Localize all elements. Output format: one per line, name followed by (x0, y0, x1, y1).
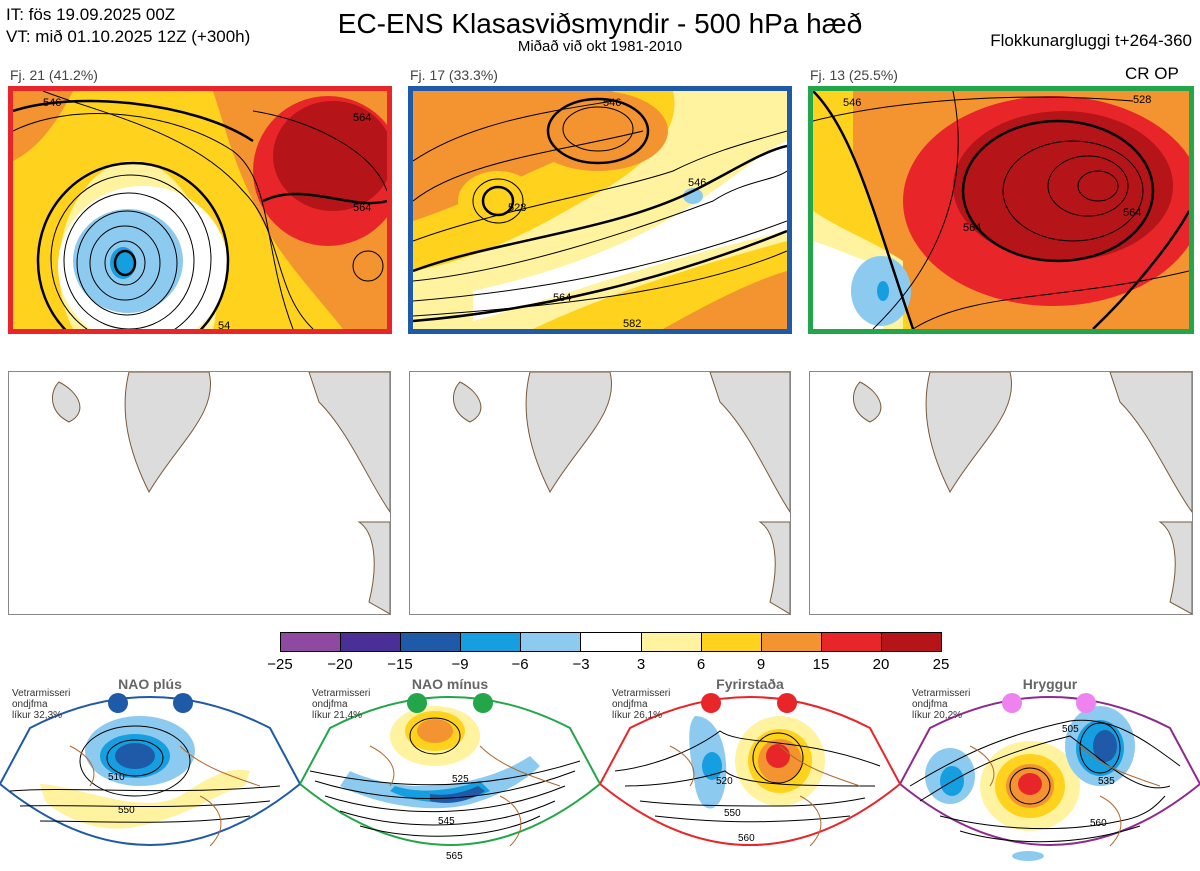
colorbar-segment (521, 633, 582, 651)
regime-4-contour-label: 535 (1098, 776, 1115, 787)
colorbar-segment (881, 633, 942, 651)
cluster-2-contour-label: 564 (553, 292, 571, 304)
base-map-2 (409, 371, 791, 615)
regime-1-contour-label: 510 (108, 772, 125, 783)
colorbar-segment (461, 633, 522, 651)
cluster-1-contour-label: 564 (353, 112, 371, 124)
regime-2-contour-label: 565 (446, 851, 463, 862)
cluster-3-contour-label: 528 (1133, 94, 1151, 106)
regime-3-contour-label: 550 (724, 808, 741, 819)
cluster-2-contour-label: 582 (623, 318, 641, 329)
regime-nao-minus: 525 545 565 NAO mínus Vetrarmisseri ondj… (300, 676, 600, 871)
cluster-1-contour-label: 564 (353, 202, 371, 214)
regime-1-contour-label: 550 (118, 805, 135, 816)
colorbar-segment (341, 633, 402, 651)
cluster-2-contour-label: 528 (508, 202, 526, 214)
cluster-3-contour-label: 564 (1123, 207, 1141, 219)
colorbar-tick: −3 (572, 656, 590, 673)
regime-4-name: Hryggur (1022, 676, 1078, 692)
cluster-1-label: Fj. 21 (41.2%) (10, 67, 98, 83)
colorbar-tick: −20 (327, 656, 353, 673)
cluster-3-label: Fj. 13 (25.5%) (810, 67, 898, 83)
colorbar-tick: 9 (756, 656, 766, 673)
cr-op-label: CR OP (1125, 64, 1179, 83)
regime-1-note: Vetrarmisseri ondjfma líkur 32,3% (12, 688, 71, 721)
header-info: IT: fös 19.09.2025 00Z VT: mið 01.10.202… (6, 4, 250, 48)
valid-time: VT: mið 01.10.2025 12Z (+300h) (6, 27, 251, 46)
cluster-1-contour-label: 54 (218, 320, 230, 329)
classification-window: Flokkunargluggi t+264-360 (990, 31, 1192, 50)
regime-3-note: Vetrarmisseri ondjfma líkur 26,1% (612, 688, 671, 721)
regime-4-contour-label: 505 (1062, 724, 1079, 735)
cluster-2-map: 546 528 546 564 582 (408, 86, 792, 334)
base-map-3 (809, 371, 1193, 615)
cluster-2-contour-label: 546 (603, 97, 621, 109)
colorbar-tick: 15 (812, 656, 830, 673)
cluster-1-contour-label: 546 (43, 97, 61, 109)
colorbar-segment (761, 633, 822, 651)
colorbar-segment (401, 633, 462, 651)
colorbar-tick: 25 (932, 656, 950, 673)
regime-2-name: NAO mínus (411, 676, 489, 692)
regime-4-contour-label: 560 (1090, 818, 1107, 829)
colorbar-segment (581, 633, 642, 651)
regime-2-contour-label: 545 (438, 816, 455, 827)
colorbar-tick: 3 (636, 656, 646, 673)
cluster-1-map: 546 564 54 564 (8, 86, 392, 334)
regime-2-contour-label: 525 (452, 774, 469, 785)
colorbar-tick: −25 (267, 656, 293, 673)
colorbar (280, 632, 942, 652)
regime-ridge: 505 535 560 Hryggur Vetrarmisseri ondjfm… (900, 676, 1200, 871)
colorbar-tick: −15 (387, 656, 413, 673)
regime-3-name: Fyrirstaða (716, 676, 784, 692)
colorbar-segment (821, 633, 882, 651)
colorbar-tick: −9 (451, 656, 469, 673)
page-title: EC-ENS Klasasviðsmyndir - 500 hPa hæð (337, 8, 863, 39)
colorbar-tick: −6 (511, 656, 529, 673)
cluster-2-contour-label: 546 (688, 177, 706, 189)
base-map-1 (8, 371, 391, 615)
regime-1-name: NAO plús (118, 676, 182, 692)
regime-3-contour-label: 560 (738, 833, 755, 844)
regime-nao-plus: 510 550 NAO plús Vetrarmisseri ondjfma l… (0, 676, 300, 871)
regime-3-contour-label: 520 (716, 776, 733, 787)
initial-time: IT: fös 19.09.2025 00Z (6, 5, 176, 24)
cluster-3-contour-label: 564 (963, 222, 981, 234)
regime-2-note: Vetrarmisseri ondjfma líkur 21,4% (312, 688, 371, 721)
colorbar-tick: 6 (696, 656, 706, 673)
cluster-2-label: Fj. 17 (33.3%) (410, 67, 498, 83)
colorbar-segment (641, 633, 702, 651)
cluster-3-map: 564 564 528 546 (808, 86, 1194, 334)
regime-4-note: Vetrarmisseri ondjfma líkur 20,2% (912, 688, 971, 721)
regime-blocking: 520 550 560 Fyrirstaða Vetrarmisseri ond… (600, 676, 900, 871)
page-subtitle: Miðað við okt 1981-2010 (517, 38, 683, 55)
colorbar-segment (281, 633, 342, 651)
cluster-3-contour-label: 546 (843, 97, 861, 109)
colorbar-tick: 20 (872, 656, 890, 673)
colorbar-segment (701, 633, 762, 651)
